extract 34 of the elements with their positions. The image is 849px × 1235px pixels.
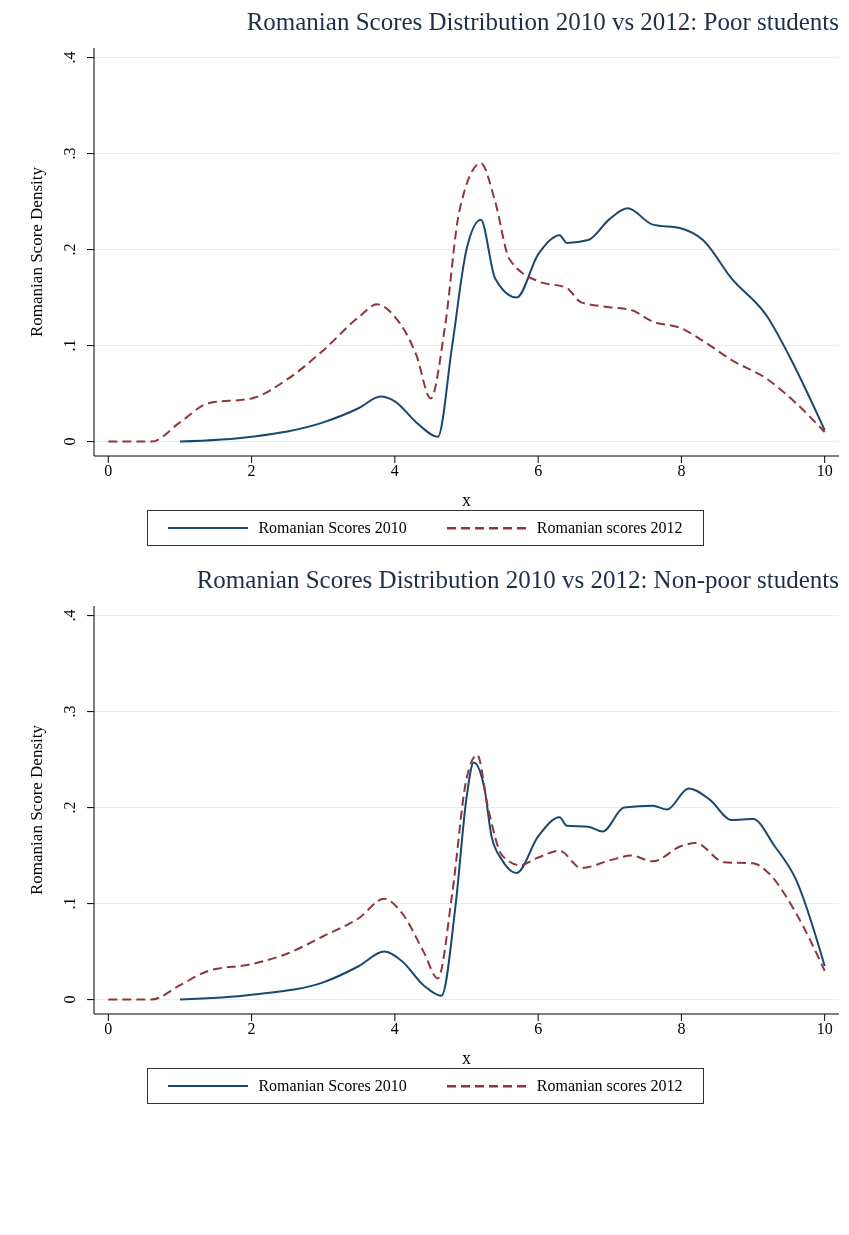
line-series	[107, 162, 826, 443]
x-tick-label: 10	[816, 462, 833, 480]
x-tick-label: 8	[677, 1020, 686, 1038]
y-tick-label: .4	[61, 609, 78, 622]
x-tick-label: 4	[390, 462, 399, 480]
line-series	[178, 207, 826, 443]
legend-label: Romanian scores 2012	[536, 1077, 683, 1095]
x-tick-label: 10	[816, 1020, 833, 1038]
x-axis-title: x	[462, 490, 471, 510]
legend-label: Romanian Scores 2010	[258, 1077, 407, 1095]
y-tick-label: .3	[61, 705, 78, 718]
y-tick-label: 0	[61, 437, 78, 446]
y-tick-label: .2	[61, 801, 78, 814]
y-tick-label: .1	[61, 339, 78, 352]
y-tick-label: .4	[61, 51, 78, 64]
legend-label: Romanian scores 2012	[536, 519, 683, 537]
y-tick-label: 0	[61, 995, 78, 1004]
x-tick-label: 4	[390, 1020, 399, 1038]
x-tick-label: 8	[677, 462, 686, 480]
y-axis-title: Romanian Score Density	[27, 724, 47, 895]
x-tick-label: 0	[104, 1020, 113, 1038]
legend-label: Romanian Scores 2010	[258, 519, 407, 537]
y-tick-label: .2	[61, 243, 78, 256]
y-tick-label: .1	[61, 897, 78, 910]
x-tick-label: 0	[104, 462, 113, 480]
chart-title: Romanian Scores Distribution 2010 vs 2012: Poor students	[245, 8, 840, 36]
y-axis-title: Romanian Score Density	[27, 166, 47, 337]
x-tick-label: 6	[534, 462, 543, 480]
x-tick-label: 6	[534, 1020, 543, 1038]
x-axis-title: x	[462, 1048, 471, 1068]
x-tick-label: 2	[247, 1020, 256, 1038]
y-tick-label: .3	[61, 147, 78, 160]
x-tick-label: 2	[247, 462, 256, 480]
chart-title: Romanian Scores Distribution 2010 vs 2012: Non-poor students	[195, 566, 840, 594]
